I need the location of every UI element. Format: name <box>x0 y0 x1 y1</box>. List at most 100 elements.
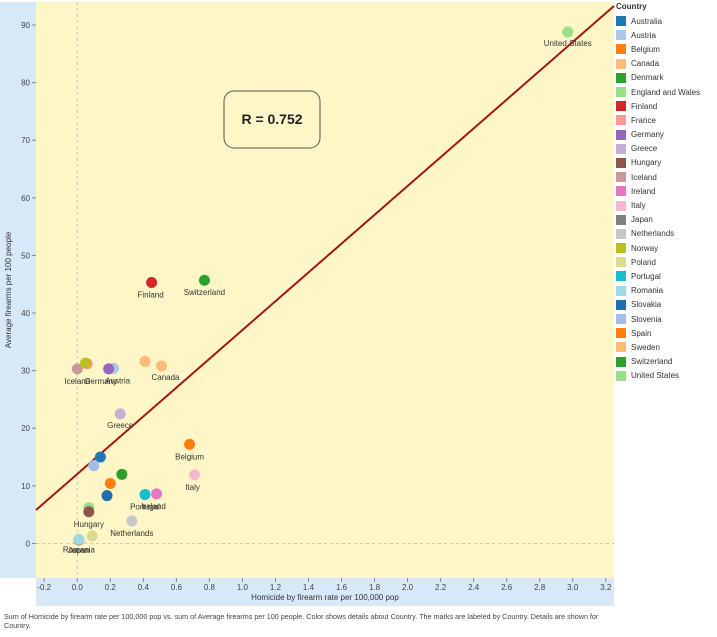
legend-item-denmark[interactable]: Denmark <box>616 71 716 85</box>
legend-item-slovakia[interactable]: Slovakia <box>616 298 716 312</box>
legend-item-italy[interactable]: Italy <box>616 198 716 212</box>
legend-swatch <box>616 16 626 27</box>
point-germany[interactable] <box>103 363 115 375</box>
point-finland[interactable] <box>146 277 158 289</box>
legend-item-netherlands[interactable]: Netherlands <box>616 227 716 241</box>
legend-label: Netherlands <box>631 229 675 239</box>
point-slovakia[interactable] <box>101 490 113 502</box>
point-norway[interactable] <box>80 357 92 369</box>
x-tick-label: 1.2 <box>270 583 282 592</box>
legend-item-norway[interactable]: Norway <box>616 241 716 255</box>
legend-swatch <box>616 228 626 239</box>
legend-swatch <box>616 30 626 41</box>
y-axis-title: Average firearms per 100 people <box>4 231 13 348</box>
legend-swatch <box>616 186 626 197</box>
legend-label: Australia <box>631 16 663 26</box>
legend-item-romania[interactable]: Romania <box>616 284 716 298</box>
x-tick-label: 3.2 <box>600 583 612 592</box>
x-tick-label: 2.0 <box>402 583 414 592</box>
zero-reference-lines <box>36 2 614 578</box>
y-tick-label: 70 <box>21 136 30 145</box>
x-axis-title: Homicide by firearm rate per 100,000 pop <box>251 593 399 602</box>
label-canada: Canada <box>151 373 180 382</box>
legend-item-germany[interactable]: Germany <box>616 128 716 142</box>
r-annotation-text: R = 0.752 <box>241 111 302 127</box>
legend-item-australia[interactable]: Australia <box>616 14 716 28</box>
x-tick-label: 1.0 <box>237 583 249 592</box>
label-finland: Finland <box>137 291 163 300</box>
point-ireland[interactable] <box>151 488 163 500</box>
point-switzerland[interactable] <box>198 274 210 286</box>
legend-label: Slovenia <box>631 314 662 324</box>
legend-item-poland[interactable]: Poland <box>616 255 716 269</box>
x-tick-label: 0.2 <box>105 583 117 592</box>
legend-swatch <box>616 172 626 183</box>
point-italy[interactable] <box>189 469 201 481</box>
legend-swatch <box>616 314 626 325</box>
legend-label: Italy <box>631 201 646 211</box>
legend-swatch <box>616 342 626 353</box>
legend-item-greece[interactable]: Greece <box>616 142 716 156</box>
plot-area <box>36 2 614 578</box>
label-romania: Romania <box>63 545 96 554</box>
label-switzerland: Switzerland <box>184 288 225 297</box>
legend-label: England and Wales <box>631 87 701 97</box>
label-austria: Austria <box>105 376 130 385</box>
legend-item-france[interactable]: France <box>616 113 716 127</box>
label-netherlands: Netherlands <box>110 529 153 538</box>
point-iceland[interactable] <box>71 363 83 375</box>
point-australia[interactable] <box>94 451 106 463</box>
r-annotation: R = 0.752 <box>223 90 321 149</box>
y-tick-label: 60 <box>21 194 30 203</box>
legend-item-switzerland[interactable]: Switzerland <box>616 355 716 369</box>
legend-label: Slovakia <box>631 300 662 310</box>
legend-item-austria[interactable]: Austria <box>616 28 716 42</box>
legend-item-canada[interactable]: Canada <box>616 57 716 71</box>
label-hungary: Hungary <box>74 520 104 529</box>
legend-label: Sweden <box>631 342 660 352</box>
legend-label: Spain <box>631 328 652 338</box>
point-poland[interactable] <box>86 530 98 542</box>
legend-item-finland[interactable]: Finland <box>616 99 716 113</box>
legend-item-ireland[interactable]: Ireland <box>616 184 716 198</box>
x-tick-label: 1.4 <box>303 583 315 592</box>
legend-item-iceland[interactable]: Iceland <box>616 170 716 184</box>
point-united-states[interactable] <box>562 26 574 38</box>
point-canada[interactable] <box>156 360 168 372</box>
legend-swatch <box>616 44 626 55</box>
legend-item-england-and-wales[interactable]: England and Wales <box>616 85 716 99</box>
point-hungary[interactable] <box>83 506 95 518</box>
point-portugal[interactable] <box>139 488 151 500</box>
legend-item-slovenia[interactable]: Slovenia <box>616 312 716 326</box>
point-sweden[interactable] <box>139 355 151 367</box>
legend-label: Poland <box>631 257 656 267</box>
legend-label: Ireland <box>631 186 656 196</box>
legend-swatch <box>616 143 626 154</box>
label-ireland: Ireland <box>141 502 165 511</box>
point-greece[interactable] <box>114 408 126 420</box>
legend-item-spain[interactable]: Spain <box>616 326 716 340</box>
legend-swatch <box>616 72 626 83</box>
legend-item-hungary[interactable]: Hungary <box>616 156 716 170</box>
label-germany: Germany <box>84 377 117 386</box>
legend-swatch <box>616 157 626 168</box>
legend-label: Canada <box>631 59 660 69</box>
point-denmark[interactable] <box>116 468 128 480</box>
point-spain[interactable] <box>104 478 116 490</box>
legend-item-portugal[interactable]: Portugal <box>616 269 716 283</box>
point-belgium[interactable] <box>184 438 196 450</box>
point-slovenia[interactable] <box>88 460 100 472</box>
legend-item-united-states[interactable]: United States <box>616 369 716 383</box>
y-axis-ticks: 0 10 20 30 40 50 60 70 80 90 <box>21 21 36 548</box>
legend-item-sweden[interactable]: Sweden <box>616 340 716 354</box>
legend-label: Denmark <box>631 73 664 83</box>
legend-list: Australia Austria Belgium Canada Denmark Engl… <box>616 14 716 383</box>
x-tick-label: 0.0 <box>72 583 84 592</box>
point-romania[interactable] <box>73 533 85 545</box>
legend-item-belgium[interactable]: Belgium <box>616 42 716 56</box>
point-netherlands[interactable] <box>126 515 138 527</box>
legend-item-japan[interactable]: Japan <box>616 213 716 227</box>
y-tick-label: 0 <box>26 539 31 548</box>
legend-swatch <box>616 214 626 225</box>
